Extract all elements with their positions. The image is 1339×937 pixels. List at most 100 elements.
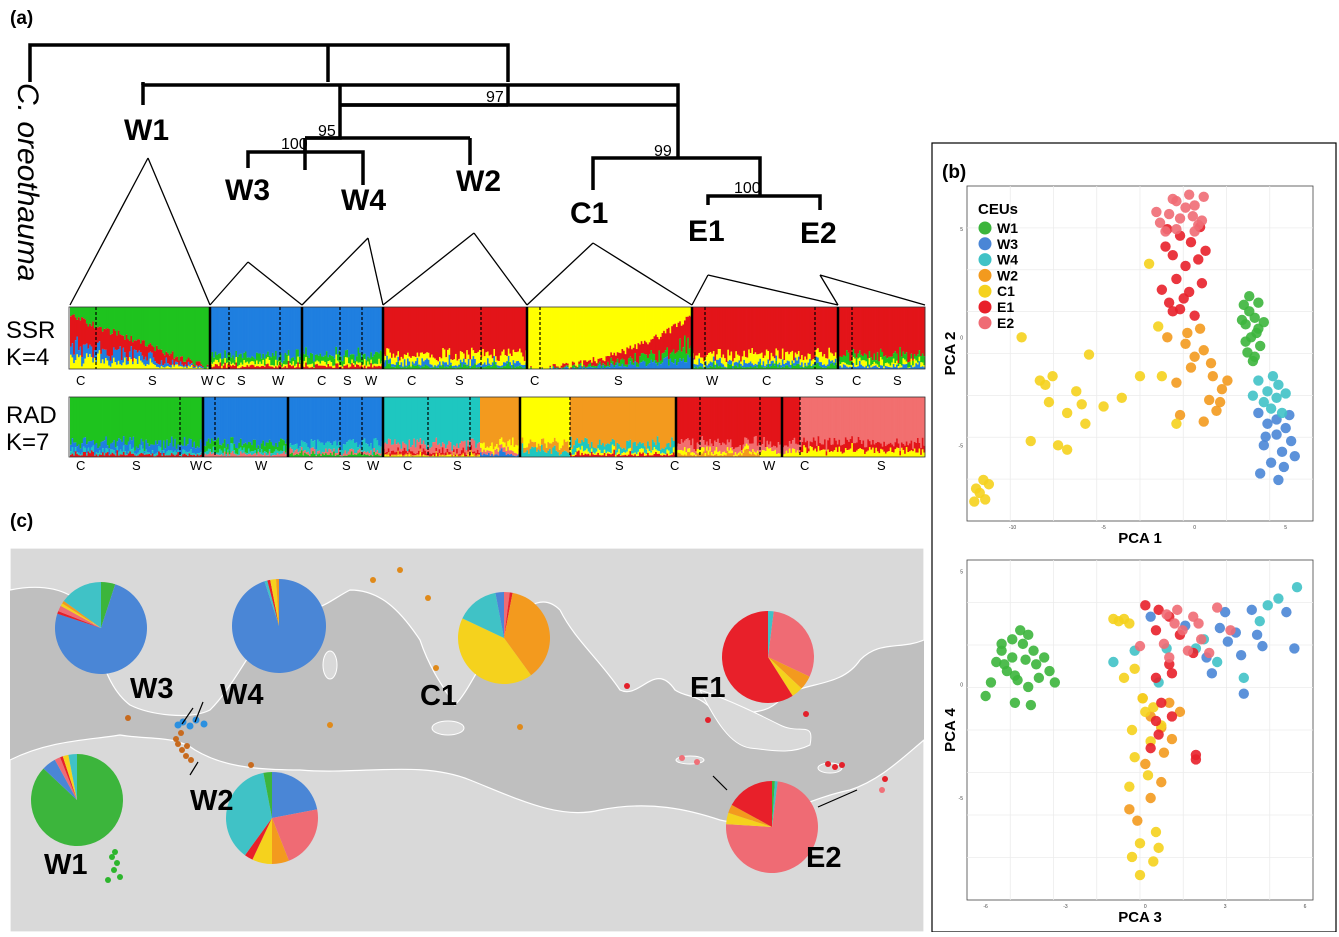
point-e2: [1164, 652, 1174, 662]
point-e1: [1168, 306, 1178, 316]
point-c1: [975, 488, 985, 498]
point-w3: [1266, 457, 1276, 467]
svg-text:W: W: [763, 458, 776, 473]
point-w2: [1132, 815, 1142, 825]
point-e1: [1156, 698, 1166, 708]
point-c1: [1047, 371, 1057, 381]
svg-text:S: S: [877, 458, 886, 473]
point-e2: [1204, 648, 1214, 658]
point-w1: [1031, 659, 1041, 669]
point-w1: [1023, 682, 1033, 692]
legend-label-w3: W3: [997, 236, 1018, 252]
point-w1: [1255, 341, 1265, 351]
x-axis-label: PCA 1: [1118, 530, 1162, 547]
point-e2: [1155, 218, 1165, 228]
svg-text:C: C: [407, 373, 416, 388]
svg-text:C: C: [852, 373, 861, 388]
point-w3: [1247, 605, 1257, 615]
point-w3: [1239, 689, 1249, 699]
x-tick-label: 0: [1193, 525, 1196, 531]
point-c1: [1151, 827, 1161, 837]
point-w1: [1237, 315, 1247, 325]
clade-label-w1: W1: [124, 114, 169, 147]
point-w4: [1262, 386, 1272, 396]
map-label-e1: E1: [690, 672, 725, 704]
point-c1: [1084, 349, 1094, 359]
point-e1: [1151, 673, 1161, 683]
rad-label-1: RAD: [6, 402, 57, 429]
svg-text:S: S: [343, 373, 352, 388]
y-tick-label: 5: [960, 569, 963, 575]
point-e2: [1164, 209, 1174, 219]
point-c1: [1143, 770, 1153, 780]
tree-root-branch: [30, 45, 508, 82]
legend-swatch-w3: [979, 237, 992, 250]
point-e1: [1197, 278, 1207, 288]
point-w2: [1186, 362, 1196, 372]
point-c1: [1026, 436, 1036, 446]
point-e1: [1189, 310, 1199, 320]
legend-label-w4: W4: [997, 252, 1018, 268]
point-w2: [1195, 323, 1205, 333]
svg-text:C: C: [800, 458, 809, 473]
point-w4: [1277, 408, 1287, 418]
point-w4: [1271, 393, 1281, 403]
point-c1: [1153, 321, 1163, 331]
point-e1: [1153, 729, 1163, 739]
outgroup-label: C. oreothauma: [11, 83, 44, 281]
point-e1: [1193, 254, 1203, 264]
point-e1: [1151, 625, 1161, 635]
point-e2: [1171, 224, 1181, 234]
point-c1: [1127, 852, 1137, 862]
svg-text:C: C: [403, 458, 412, 473]
point-e2: [1177, 625, 1187, 635]
point-w3: [1236, 650, 1246, 660]
point-w4: [1212, 657, 1222, 667]
point-w3: [1279, 462, 1289, 472]
point-w2: [1140, 759, 1150, 769]
point-w3: [1253, 408, 1263, 418]
point-e1: [1160, 241, 1170, 251]
svg-text:S: S: [893, 373, 902, 388]
point-e1: [1171, 274, 1181, 284]
point-c1: [1040, 380, 1050, 390]
point-w2: [1189, 352, 1199, 362]
point-e1: [1191, 754, 1201, 764]
bootstrap-100-w: 100: [281, 136, 308, 153]
point-e1: [1145, 743, 1155, 753]
panel-label-a: (a): [10, 8, 33, 29]
y-tick-label: -5: [959, 443, 964, 449]
point-w1: [1010, 698, 1020, 708]
map-land-sicily: [432, 721, 464, 735]
point-w1: [1250, 352, 1260, 362]
clade-label-w4: W4: [341, 184, 386, 217]
pie-W3: [55, 582, 147, 674]
point-e2: [1183, 645, 1193, 655]
point-c1: [1080, 419, 1090, 429]
point-c1: [1077, 399, 1087, 409]
point-e2: [1196, 634, 1206, 644]
pie-C1: [458, 592, 550, 684]
point-e1: [1184, 287, 1194, 297]
point-w1: [1010, 670, 1020, 680]
point-e1: [1167, 668, 1177, 678]
clade-label-e2: E2: [800, 217, 837, 250]
point-w1: [1244, 291, 1254, 301]
svg-text:S: S: [615, 458, 624, 473]
point-c1: [1071, 386, 1081, 396]
pie-E1: [722, 611, 814, 703]
point-w1: [1026, 700, 1036, 710]
point-w2: [1162, 332, 1172, 342]
point-w3: [1257, 641, 1267, 651]
map-label-w2: W2: [190, 785, 234, 817]
svg-text:W: W: [201, 373, 214, 388]
point-c1: [1124, 781, 1134, 791]
point-w1: [1039, 652, 1049, 662]
bootstrap-95: 95: [318, 123, 336, 140]
point-w4: [1263, 600, 1273, 610]
map-label-e2: E2: [806, 842, 841, 874]
y-tick-label: 0: [960, 683, 963, 689]
panel-label-b: (b): [942, 162, 966, 183]
rad-structure-plot: [69, 397, 925, 457]
